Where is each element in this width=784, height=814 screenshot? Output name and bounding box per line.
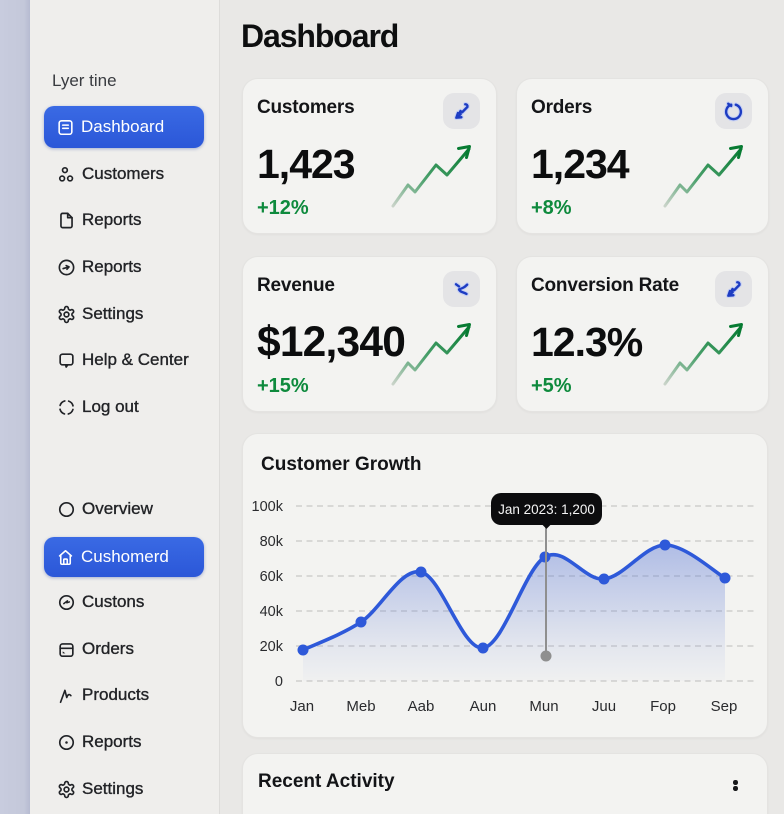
svg-text:Jan 2023: 1,200: Jan 2023: 1,200 bbox=[498, 502, 595, 517]
svg-text:Fop: Fop bbox=[650, 698, 676, 715]
svg-text:Aun: Aun bbox=[470, 698, 497, 715]
svg-text:80k: 80k bbox=[260, 534, 284, 550]
svg-text:100k: 100k bbox=[252, 499, 284, 515]
svg-text:0: 0 bbox=[275, 674, 283, 690]
svg-text:Juu: Juu bbox=[592, 698, 616, 715]
svg-text:Meb: Meb bbox=[346, 698, 375, 715]
svg-text:Aab: Aab bbox=[408, 698, 435, 715]
svg-text:Mun: Mun bbox=[529, 698, 558, 715]
svg-text:Jan: Jan bbox=[290, 698, 314, 715]
svg-text:60k: 60k bbox=[260, 569, 284, 585]
svg-text:Sep: Sep bbox=[711, 698, 738, 715]
svg-text:40k: 40k bbox=[260, 604, 284, 620]
svg-text:20k: 20k bbox=[260, 639, 284, 655]
